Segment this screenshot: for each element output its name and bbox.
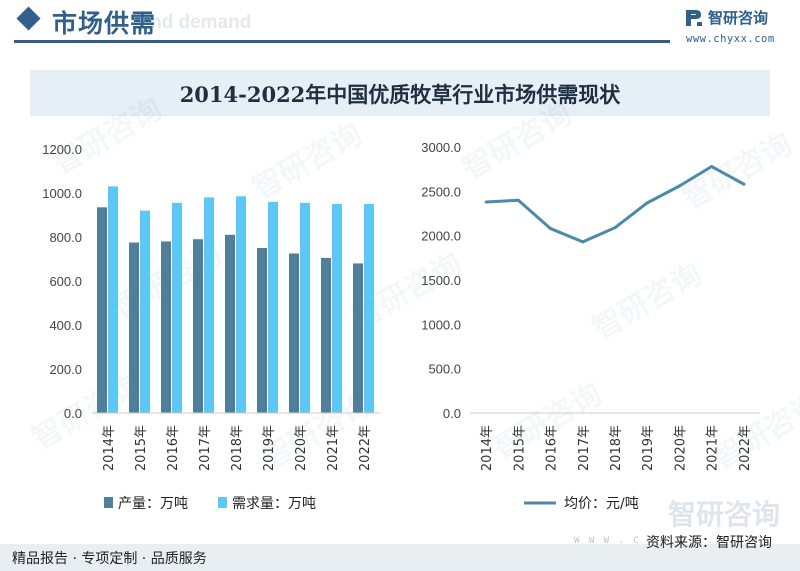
x-tick-label: 2015年 — [134, 425, 149, 471]
price-point — [581, 240, 585, 244]
header: nd demand 市场供需 智研咨询 www.chyxx.com — [0, 0, 800, 48]
production-bar — [353, 263, 363, 413]
x-tick-label: 2022年 — [358, 425, 373, 471]
section-title: 市场供需 — [52, 9, 157, 38]
x-tick-label: 2014年 — [102, 425, 117, 471]
footer-watermark-url: W W W . C H Y X X . C O M — [574, 536, 760, 546]
header-divider — [14, 40, 670, 43]
legend-demand-label: 需求量：万吨 — [232, 496, 316, 512]
y-tick-label: 800.0 — [49, 230, 82, 245]
demand-bar — [300, 202, 310, 413]
x-tick-label: 2020年 — [294, 425, 309, 471]
x-tick-label: 2021年 — [706, 425, 721, 471]
legend-production-label: 产量：万吨 — [118, 496, 188, 512]
demand-bar — [236, 196, 246, 413]
legend-production-swatch — [104, 497, 113, 508]
production-bar — [161, 241, 171, 413]
demand-bar — [204, 197, 214, 413]
price-point — [645, 201, 649, 205]
demand-bar — [108, 186, 118, 413]
y-tick-label: 2500.0 — [421, 184, 461, 199]
y-tick-label: 200.0 — [49, 362, 82, 377]
demand-bar — [268, 201, 278, 413]
logo-icon — [686, 10, 702, 26]
y-tick-label: 1000.0 — [42, 186, 82, 201]
y-tick-label: 1000.0 — [421, 317, 461, 332]
watermark-text: 智研咨询 — [247, 117, 368, 207]
production-bar — [289, 253, 299, 413]
price-point — [516, 198, 520, 202]
y-tick-label: 0.0 — [64, 406, 82, 421]
footer-slogan: 精品报告 · 专项定制 · 品质服务 — [12, 551, 207, 567]
title-band — [30, 70, 770, 116]
production-bar — [225, 234, 235, 413]
demand-bar — [332, 204, 342, 413]
footer-source: 资料来源：智研咨询 — [646, 535, 772, 551]
price-point — [549, 227, 553, 231]
x-tick-label: 2017年 — [198, 425, 213, 471]
x-tick-label: 2014年 — [480, 425, 495, 471]
x-tick-label: 2019年 — [262, 425, 277, 471]
watermark-text: 智研咨询 — [457, 97, 578, 187]
demand-bar — [172, 202, 182, 413]
footer-bar — [0, 544, 800, 571]
production-bar — [193, 239, 203, 413]
x-tick-label: 2016年 — [166, 425, 181, 471]
y-tick-label: 600.0 — [49, 274, 82, 289]
legend-price-label: 均价：元/吨 — [564, 496, 639, 512]
x-tick-label: 2018年 — [609, 425, 624, 471]
y-tick-label: 1500.0 — [421, 273, 461, 288]
x-tick-label: 2022年 — [738, 425, 753, 471]
x-tick-label: 2015年 — [512, 425, 527, 471]
section-title-en: nd demand — [150, 12, 252, 33]
legend-demand-swatch — [218, 497, 227, 508]
watermark-text: 智研咨询 — [47, 92, 168, 182]
x-tick-label: 2017年 — [577, 425, 592, 471]
y-tick-label: 400.0 — [49, 318, 82, 333]
price-point — [677, 184, 681, 188]
demand-bar — [140, 210, 150, 413]
y-tick-label: 500.0 — [428, 362, 461, 377]
y-tick-label: 2000.0 — [421, 229, 461, 244]
logo-text: 智研咨询 — [708, 9, 769, 27]
y-tick-label: 1200.0 — [42, 142, 82, 157]
price-point — [710, 165, 714, 169]
watermark-text: 智研咨询 — [587, 257, 708, 347]
chart-title: 2014-2022年中国优质牧草行业市场供需现状 — [179, 82, 621, 107]
y-tick-label: 0.0 — [443, 406, 461, 421]
logo-url: www.chyxx.com — [686, 33, 775, 45]
price-point — [613, 226, 617, 230]
demand-bar — [364, 204, 374, 413]
production-bar — [129, 242, 139, 413]
production-bar — [321, 257, 331, 413]
x-tick-label: 2021年 — [326, 425, 341, 471]
production-bar — [257, 248, 267, 413]
x-tick-label: 2020年 — [673, 425, 688, 471]
price-point — [484, 200, 488, 204]
price-point — [742, 182, 746, 186]
watermark-text: 智研咨询 — [668, 498, 780, 531]
x-tick-label: 2018年 — [230, 425, 245, 471]
production-bar — [97, 207, 107, 413]
watermark-text: 智研咨询 — [677, 127, 798, 217]
y-tick-label: 3000.0 — [421, 140, 461, 155]
x-tick-label: 2016年 — [545, 425, 560, 471]
x-tick-label: 2019年 — [641, 425, 656, 471]
